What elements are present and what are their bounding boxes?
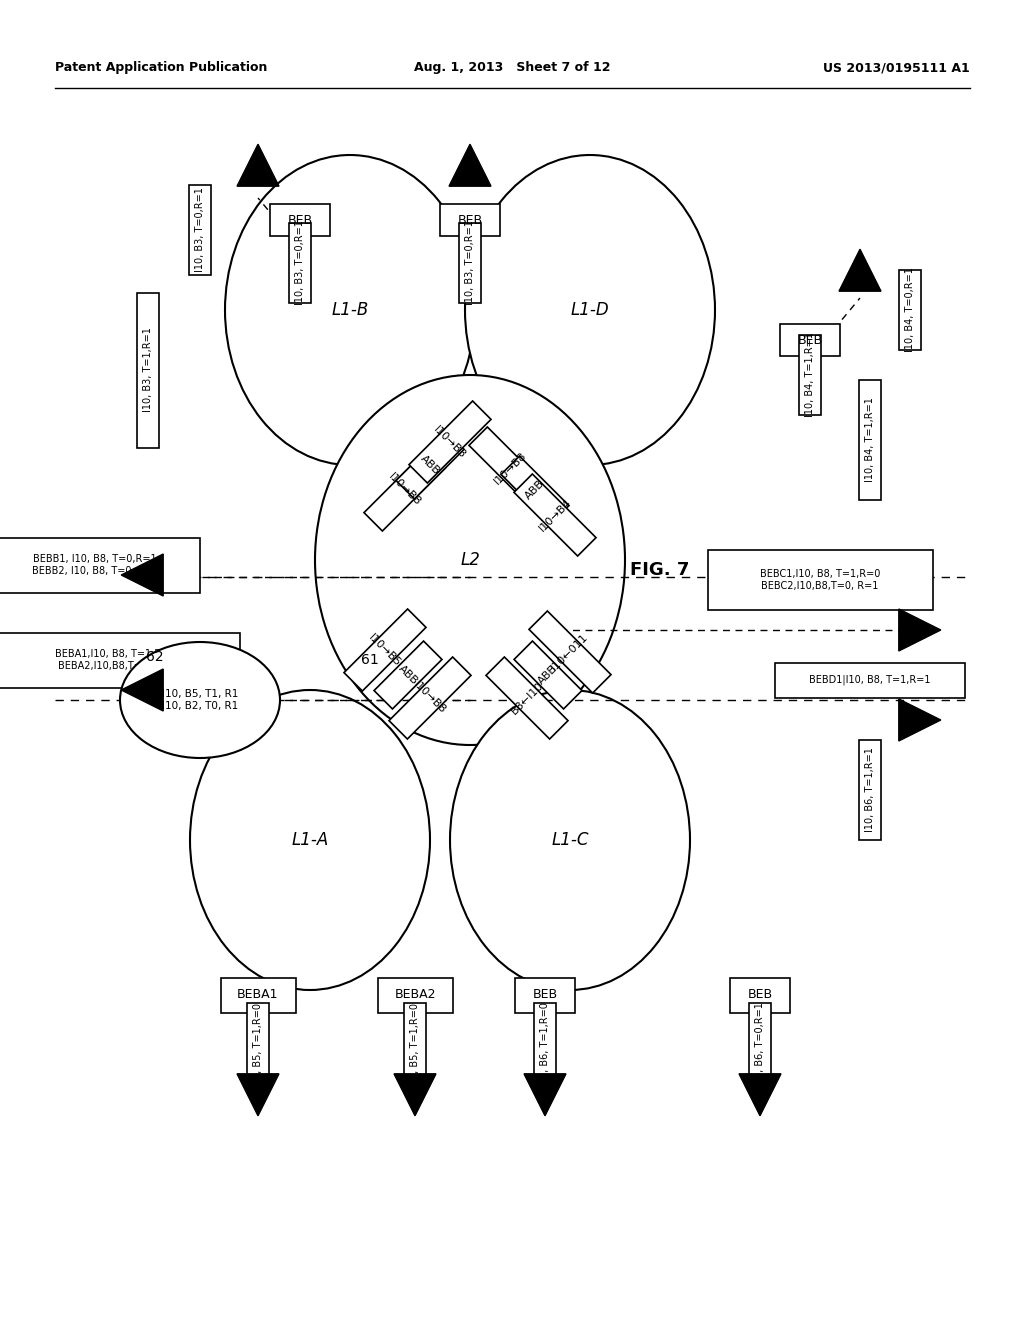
FancyBboxPatch shape	[469, 426, 551, 510]
Text: BEBA1,I10, B8, T=1,R=0
BEBA2,I10,B8,T=1,R=0: BEBA1,I10, B8, T=1,R=0 BEBA2,I10,B8,T=1,…	[55, 649, 175, 671]
FancyBboxPatch shape	[749, 1002, 771, 1088]
Ellipse shape	[190, 690, 430, 990]
FancyBboxPatch shape	[529, 611, 611, 693]
Text: L1-B: L1-B	[332, 301, 369, 319]
FancyBboxPatch shape	[289, 223, 311, 304]
Text: I10, B6, T=1,R=1: I10, B6, T=1,R=1	[865, 747, 874, 833]
Text: L1-A: L1-A	[292, 832, 329, 849]
FancyBboxPatch shape	[514, 642, 582, 709]
Polygon shape	[121, 669, 163, 711]
Text: I10, B6, T=0,R=1: I10, B6, T=0,R=1	[755, 1003, 765, 1088]
Text: I10, B5, T=1,R=0: I10, B5, T=1,R=0	[410, 1002, 420, 1088]
FancyBboxPatch shape	[501, 455, 569, 524]
Text: BEB: BEB	[748, 989, 772, 1002]
Polygon shape	[449, 144, 490, 186]
Text: I10→B8: I10→B8	[387, 471, 423, 508]
FancyBboxPatch shape	[859, 380, 881, 500]
Polygon shape	[899, 700, 941, 741]
FancyBboxPatch shape	[404, 1002, 426, 1088]
FancyBboxPatch shape	[270, 205, 330, 236]
FancyBboxPatch shape	[220, 978, 296, 1012]
Text: BEB: BEB	[458, 214, 482, 227]
Polygon shape	[394, 1073, 436, 1115]
Text: ABB: ABB	[419, 453, 441, 477]
FancyBboxPatch shape	[515, 978, 575, 1012]
Text: I10→B3: I10→B3	[432, 424, 468, 461]
Text: L2: L2	[460, 550, 480, 569]
Text: ABB: ABB	[537, 664, 560, 686]
Text: I10, B3, T=0,R=1: I10, B3, T=0,R=1	[465, 220, 475, 305]
Text: I10←011: I10←011	[550, 632, 591, 672]
Text: BEB: BEB	[798, 334, 822, 346]
FancyBboxPatch shape	[247, 1002, 269, 1088]
FancyBboxPatch shape	[409, 401, 492, 483]
Ellipse shape	[120, 642, 280, 758]
Text: Patent Application Publication: Patent Application Publication	[55, 62, 267, 74]
Text: FIG. 7: FIG. 7	[631, 561, 690, 579]
Text: I10, B5, T1, R1
I10, B2, T0, R1: I10, B5, T1, R1 I10, B2, T0, R1	[162, 689, 239, 710]
FancyBboxPatch shape	[799, 335, 821, 414]
Text: 62: 62	[146, 649, 164, 664]
FancyBboxPatch shape	[486, 657, 568, 739]
Text: ABB: ABB	[523, 478, 547, 502]
Text: I10, B4, T=1,R=1: I10, B4, T=1,R=1	[805, 333, 815, 417]
Text: L1-C: L1-C	[551, 832, 589, 849]
Text: ABB: ABB	[396, 664, 420, 686]
Ellipse shape	[465, 154, 715, 465]
FancyBboxPatch shape	[459, 223, 481, 304]
FancyBboxPatch shape	[708, 550, 933, 610]
Text: BEB: BEB	[288, 214, 312, 227]
Text: I10, B4, T=1,R=1: I10, B4, T=1,R=1	[865, 397, 874, 482]
Polygon shape	[121, 554, 163, 597]
Text: B8←I10: B8←I10	[509, 680, 545, 717]
Polygon shape	[237, 1073, 279, 1115]
FancyBboxPatch shape	[0, 537, 200, 593]
FancyBboxPatch shape	[440, 205, 500, 236]
FancyBboxPatch shape	[775, 663, 965, 697]
FancyBboxPatch shape	[137, 293, 159, 447]
Text: I10, B3, T=0,R=1: I10, B3, T=0,R=1	[295, 220, 305, 305]
Text: I10→B8: I10→B8	[412, 680, 449, 717]
Text: BEBC1,I10, B8, T=1,R=0
BEBC2,I10,B8,T=0, R=1: BEBC1,I10, B8, T=1,R=0 BEBC2,I10,B8,T=0,…	[760, 569, 881, 591]
FancyBboxPatch shape	[730, 978, 790, 1012]
Ellipse shape	[225, 154, 475, 465]
Polygon shape	[839, 249, 881, 292]
Text: BEBD1|I10, B8, T=1,R=1: BEBD1|I10, B8, T=1,R=1	[809, 675, 931, 685]
Text: I10→B4: I10→B4	[537, 496, 573, 533]
FancyBboxPatch shape	[899, 271, 921, 350]
FancyBboxPatch shape	[780, 323, 840, 356]
Polygon shape	[739, 1073, 781, 1115]
FancyBboxPatch shape	[344, 609, 426, 690]
Text: BEBA2: BEBA2	[394, 989, 436, 1002]
Text: 61: 61	[361, 653, 379, 667]
Text: BEB: BEB	[532, 989, 557, 1002]
FancyBboxPatch shape	[364, 449, 446, 531]
Ellipse shape	[315, 375, 625, 744]
Polygon shape	[524, 1073, 566, 1115]
Text: I10, B3, T=0,R=1: I10, B3, T=0,R=1	[195, 187, 205, 272]
FancyBboxPatch shape	[389, 657, 471, 739]
FancyBboxPatch shape	[378, 978, 453, 1012]
Polygon shape	[237, 144, 279, 186]
Text: I10, B6, T=1,R=0: I10, B6, T=1,R=0	[540, 1003, 550, 1088]
Text: L1-D: L1-D	[570, 301, 609, 319]
Text: I10→B8: I10→B8	[492, 450, 528, 486]
Text: Aug. 1, 2013   Sheet 7 of 12: Aug. 1, 2013 Sheet 7 of 12	[414, 62, 610, 74]
Text: I10, B4, T=0,R=1: I10, B4, T=0,R=1	[905, 268, 915, 352]
Text: BEBA1: BEBA1	[238, 989, 279, 1002]
FancyBboxPatch shape	[514, 474, 596, 556]
Text: I10, B3, T=1,R=1: I10, B3, T=1,R=1	[143, 327, 153, 412]
FancyBboxPatch shape	[0, 632, 240, 688]
Polygon shape	[899, 609, 941, 651]
FancyBboxPatch shape	[534, 1002, 556, 1088]
Text: I10, B5, T=1,R=0: I10, B5, T=1,R=0	[253, 1002, 263, 1088]
FancyBboxPatch shape	[396, 432, 464, 499]
Text: US 2013/0195111 A1: US 2013/0195111 A1	[823, 62, 970, 74]
FancyBboxPatch shape	[374, 642, 442, 709]
Text: I10→B5: I10→B5	[367, 632, 403, 668]
Ellipse shape	[450, 690, 690, 990]
Text: BEBB1, I10, B8, T=0,R=1
BEBB2, I10, B8, T=0, R=1: BEBB1, I10, B8, T=0,R=1 BEBB2, I10, B8, …	[32, 554, 159, 576]
FancyBboxPatch shape	[189, 185, 211, 275]
FancyBboxPatch shape	[859, 741, 881, 840]
